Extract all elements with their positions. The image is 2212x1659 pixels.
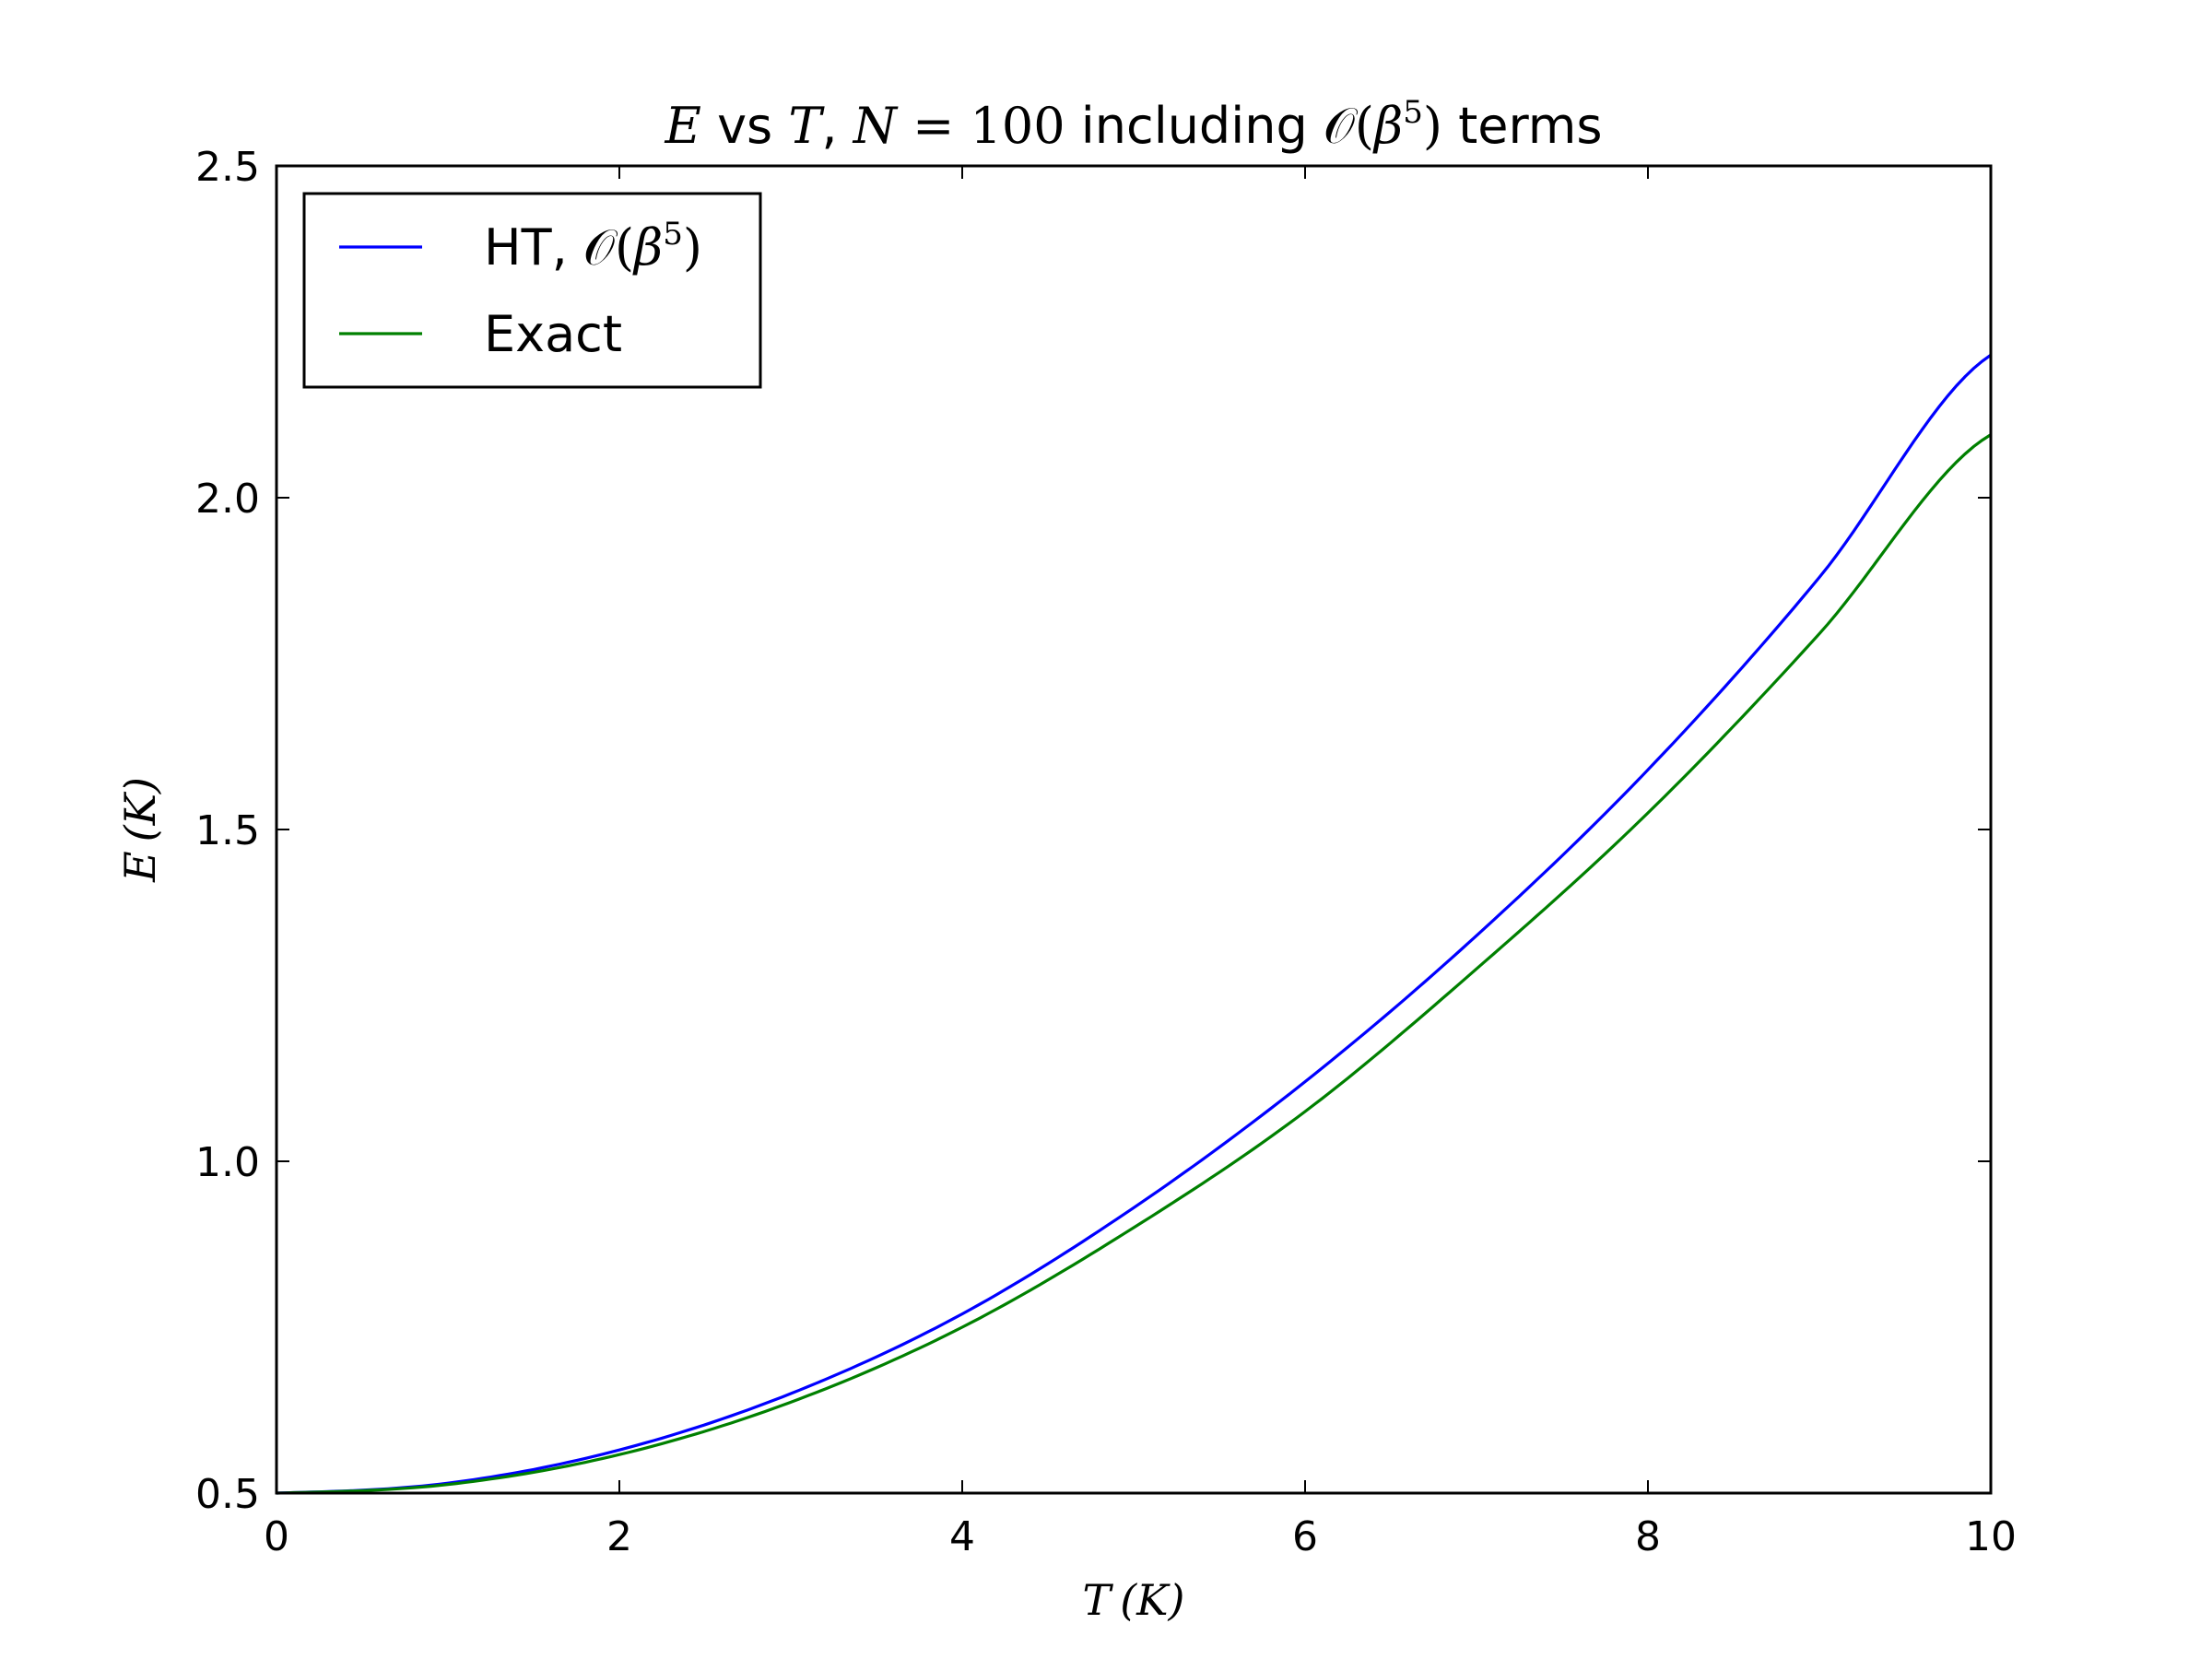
y-tick-label: 1.0	[195, 1139, 260, 1186]
series-layer	[276, 353, 1992, 1495]
title-equals: =	[897, 97, 971, 155]
title-exponent: 5	[1403, 94, 1423, 131]
series-line-ht	[276, 353, 1992, 1495]
title-t: T	[788, 97, 825, 155]
x-ticks: 0 2 4 6 8 10	[264, 166, 2017, 1560]
title-beta: β	[1372, 97, 1403, 155]
x-tick-label: 0	[264, 1513, 289, 1560]
x-tick-label: 2	[606, 1513, 632, 1560]
legend-ht-exponent: 5	[663, 216, 683, 253]
title-lparen: (	[1355, 97, 1374, 155]
title-e: E	[665, 97, 701, 155]
y-axis-label: E (K)	[115, 777, 165, 883]
x-tick-label: 10	[1965, 1513, 2017, 1560]
title-vs: vs	[701, 97, 788, 155]
series-line-exact	[276, 433, 1992, 1495]
x-axis-var: T	[1083, 1575, 1114, 1625]
y-tick-label: 1.5	[195, 807, 260, 854]
legend-ht-lparen: (	[615, 218, 634, 276]
legend-label-exact: Exact	[484, 305, 622, 363]
legend-ht-order-symbol: 𝒪	[583, 218, 618, 276]
y-tick-label: 0.5	[195, 1471, 260, 1518]
legend-ht-text: HT,	[484, 218, 583, 276]
title-n: N	[852, 97, 899, 155]
title-rparen: )	[1423, 97, 1442, 155]
legend-ht-beta: β	[632, 218, 663, 276]
x-tick-label: 8	[1635, 1513, 1661, 1560]
y-axis-var: E	[115, 851, 165, 883]
legend-ht-rparen: )	[683, 218, 702, 276]
legend-label-ht: HT, 𝒪(β5)	[484, 216, 702, 276]
x-axis-label: T (K)	[1083, 1575, 1185, 1625]
y-tick-label: 2.5	[195, 144, 260, 191]
y-ticks: 0.5 1.0 1.5 2.0 2.5	[195, 144, 1991, 1518]
y-axis-unit: (K)	[115, 777, 165, 841]
y-tick-label: 2.0	[195, 476, 260, 523]
title-order-symbol: 𝒪	[1324, 97, 1359, 155]
legend: HT, 𝒪(β5) Exact	[302, 192, 762, 389]
title-n-value: 100	[971, 97, 1065, 155]
legend-box	[302, 192, 762, 389]
x-axis-unit: (K)	[1120, 1575, 1184, 1625]
chart-title: E vs T, N = 100 including 𝒪(β5) terms	[665, 94, 1603, 155]
title-comma: ,	[821, 97, 853, 155]
x-tick-label: 6	[1292, 1513, 1318, 1560]
title-including: including	[1065, 97, 1324, 155]
title-terms: terms	[1442, 97, 1603, 155]
x-tick-label: 4	[949, 1513, 975, 1560]
